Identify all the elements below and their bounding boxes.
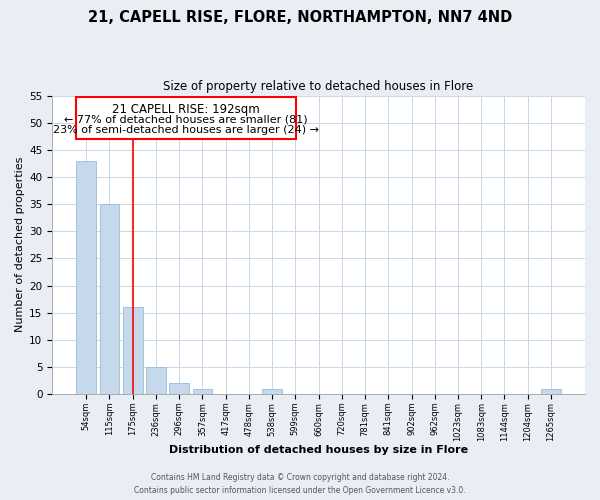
Text: 23% of semi-detached houses are larger (24) →: 23% of semi-detached houses are larger (… <box>53 126 319 136</box>
Bar <box>262 388 282 394</box>
Bar <box>76 160 96 394</box>
Text: Contains HM Land Registry data © Crown copyright and database right 2024.
Contai: Contains HM Land Registry data © Crown c… <box>134 474 466 495</box>
Bar <box>541 388 561 394</box>
X-axis label: Distribution of detached houses by size in Flore: Distribution of detached houses by size … <box>169 445 468 455</box>
Text: 21 CAPELL RISE: 192sqm: 21 CAPELL RISE: 192sqm <box>112 103 260 116</box>
Bar <box>76 96 296 139</box>
Title: Size of property relative to detached houses in Flore: Size of property relative to detached ho… <box>163 80 473 93</box>
Text: 21, CAPELL RISE, FLORE, NORTHAMPTON, NN7 4ND: 21, CAPELL RISE, FLORE, NORTHAMPTON, NN7… <box>88 10 512 25</box>
Bar <box>100 204 119 394</box>
Bar <box>146 367 166 394</box>
Bar <box>193 388 212 394</box>
Bar <box>169 383 189 394</box>
Y-axis label: Number of detached properties: Number of detached properties <box>15 157 25 332</box>
Text: ← 77% of detached houses are smaller (81): ← 77% of detached houses are smaller (81… <box>64 114 308 124</box>
Bar <box>123 307 143 394</box>
